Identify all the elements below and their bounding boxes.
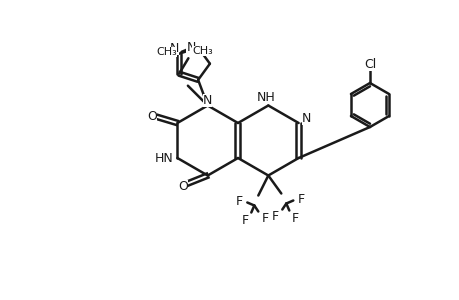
Text: F: F <box>291 212 298 225</box>
Text: Cl: Cl <box>363 58 375 70</box>
Text: N: N <box>186 41 196 54</box>
Text: F: F <box>235 195 242 208</box>
Text: NH: NH <box>257 91 275 104</box>
Text: F: F <box>241 214 248 227</box>
Text: N: N <box>301 112 311 124</box>
Text: F: F <box>297 193 304 206</box>
Text: N: N <box>202 94 212 107</box>
Text: N: N <box>169 42 179 55</box>
Text: O: O <box>177 180 187 193</box>
Text: F: F <box>261 212 269 225</box>
Text: HN: HN <box>155 152 174 164</box>
Text: CH₃: CH₃ <box>156 47 177 57</box>
Text: CH₃: CH₃ <box>192 46 213 56</box>
Text: O: O <box>147 110 157 123</box>
Text: F: F <box>271 210 278 223</box>
